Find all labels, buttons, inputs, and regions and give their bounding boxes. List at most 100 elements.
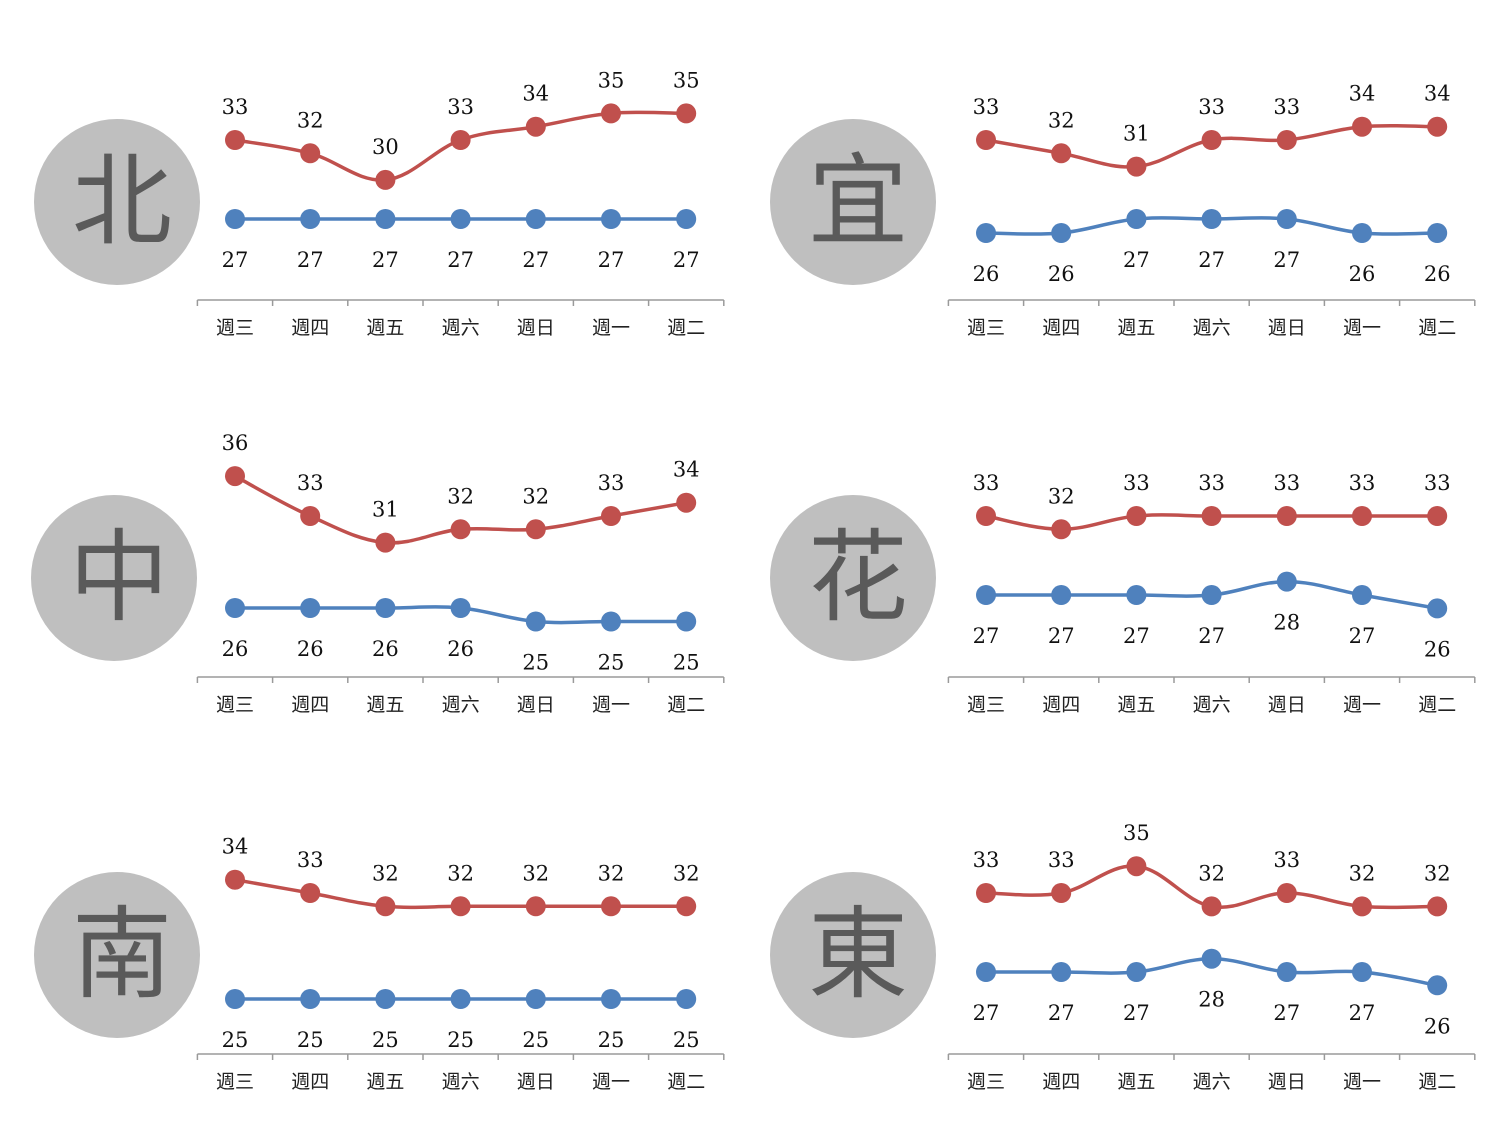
region-label: 南 — [72, 896, 172, 1013]
x-tick-label: 週三 — [967, 317, 1005, 339]
x-tick-label: 週日 — [1268, 317, 1306, 339]
x-tick-label: 週六 — [442, 694, 480, 716]
high-temp-label: 32 — [522, 484, 549, 508]
x-tick-label: 週五 — [1117, 694, 1155, 716]
high-temp-label: 32 — [1349, 861, 1376, 885]
low-temp-label: 27 — [222, 248, 249, 272]
low-temp-label: 25 — [598, 651, 625, 675]
high-temp-point — [1051, 883, 1072, 903]
high-temp-point — [601, 103, 621, 124]
high-temp-label: 33 — [1198, 471, 1225, 495]
high-temp-point — [1126, 156, 1147, 177]
high-temp-label: 33 — [1273, 95, 1300, 119]
high-temp-label: 32 — [447, 861, 474, 885]
low-temp-point — [375, 598, 396, 618]
high-temp-label: 33 — [1198, 95, 1225, 119]
high-temp-label: 33 — [1273, 848, 1300, 872]
low-temp-point — [225, 209, 245, 229]
x-tick-label: 週日 — [1268, 1071, 1306, 1093]
high-temp-point — [676, 103, 697, 124]
region-badge — [770, 495, 936, 661]
region-label: 北 — [72, 143, 172, 260]
high-temp-label: 33 — [447, 95, 474, 119]
x-tick-label: 週三 — [967, 1071, 1005, 1093]
high-temp-point — [525, 896, 546, 917]
high-temp-point — [525, 116, 546, 137]
low-temp-point — [1276, 571, 1297, 592]
low-temp-point — [225, 598, 245, 618]
high-temp-point — [1352, 506, 1372, 526]
x-tick-label: 週三 — [216, 694, 254, 716]
low-temp-point — [1352, 962, 1372, 982]
low-temp-point — [375, 209, 396, 229]
high-temp-point — [525, 519, 546, 540]
high-temp-point — [375, 532, 396, 553]
high-temp-point — [1427, 116, 1448, 137]
low-temp-point — [976, 223, 996, 243]
high-temp-point — [976, 883, 996, 903]
high-temp-label: 33 — [598, 471, 625, 495]
low-temp-point — [1352, 585, 1372, 605]
low-temp-point — [676, 209, 697, 229]
high-temp-label: 32 — [1198, 861, 1225, 885]
low-temp-label: 25 — [598, 1028, 625, 1052]
low-temp-point — [450, 598, 471, 618]
high-temp-label: 33 — [973, 848, 1000, 872]
low-temp-label: 27 — [372, 248, 399, 272]
low-temp-label: 27 — [973, 624, 1000, 648]
high-temp-point — [1051, 143, 1072, 164]
high-temp-point — [300, 883, 321, 903]
low-temp-point — [1427, 975, 1448, 996]
x-tick-label: 週五 — [366, 1071, 404, 1093]
low-temp-label: 27 — [673, 248, 700, 272]
low-temp-point — [1276, 209, 1297, 229]
x-tick-label: 週二 — [1418, 1071, 1456, 1093]
high-temp-point — [1126, 856, 1147, 877]
chart-panel-5: 南週三 週四 週五 週六 週日 週一 週二 34 33 32 32 32 32 32 25 25 25 25 25 2… — [34, 835, 725, 1093]
x-tick-label: 週六 — [1193, 694, 1231, 716]
x-tick-label: 週四 — [1042, 1071, 1080, 1093]
x-tick-label: 週日 — [517, 317, 555, 339]
low-temp-label: 26 — [1048, 262, 1075, 286]
high-temp-label: 33 — [297, 471, 324, 495]
high-temp-label: 33 — [1349, 471, 1376, 495]
high-temp-label: 33 — [222, 95, 249, 119]
low-temp-label: 25 — [447, 1028, 474, 1052]
high-temp-label: 32 — [297, 108, 324, 132]
low-temp-point — [450, 989, 471, 1009]
x-tick-label: 週四 — [1042, 317, 1080, 339]
high-temp-label: 33 — [973, 471, 1000, 495]
high-temp-label: 32 — [447, 484, 474, 508]
x-tick-label: 週四 — [1042, 694, 1080, 716]
low-temp-label: 25 — [522, 651, 549, 675]
low-temp-point — [525, 989, 546, 1009]
x-tick-label: 週一 — [1343, 1071, 1381, 1093]
high-temp-label: 32 — [522, 861, 549, 885]
x-tick-label: 週一 — [592, 694, 630, 716]
low-temp-label: 27 — [1198, 624, 1225, 648]
x-tick-label: 週六 — [442, 1071, 480, 1093]
high-temp-point — [1051, 519, 1072, 540]
high-temp-label: 36 — [222, 431, 249, 455]
high-temp-label: 31 — [372, 498, 399, 522]
low-temp-point — [450, 209, 471, 229]
low-temp-label: 27 — [447, 248, 474, 272]
x-tick-label: 週日 — [517, 694, 555, 716]
high-temp-label: 35 — [1123, 821, 1150, 845]
low-temp-label: 27 — [1123, 624, 1150, 648]
high-temp-label: 33 — [297, 848, 324, 872]
x-tick-label: 週五 — [1117, 1071, 1155, 1093]
low-temp-point — [525, 209, 546, 229]
low-temp-label: 27 — [522, 248, 549, 272]
region-badge — [770, 872, 936, 1038]
high-temp-point — [976, 506, 996, 526]
high-temp-label: 33 — [1123, 471, 1150, 495]
region-label: 東 — [808, 896, 908, 1013]
low-temp-label: 27 — [1273, 248, 1300, 272]
low-temp-label: 28 — [1273, 611, 1300, 635]
low-temp-point — [1126, 962, 1147, 982]
low-temp-point — [375, 989, 396, 1009]
low-temp-point — [300, 209, 321, 229]
low-temp-point — [601, 209, 621, 229]
low-temp-point — [601, 611, 621, 632]
